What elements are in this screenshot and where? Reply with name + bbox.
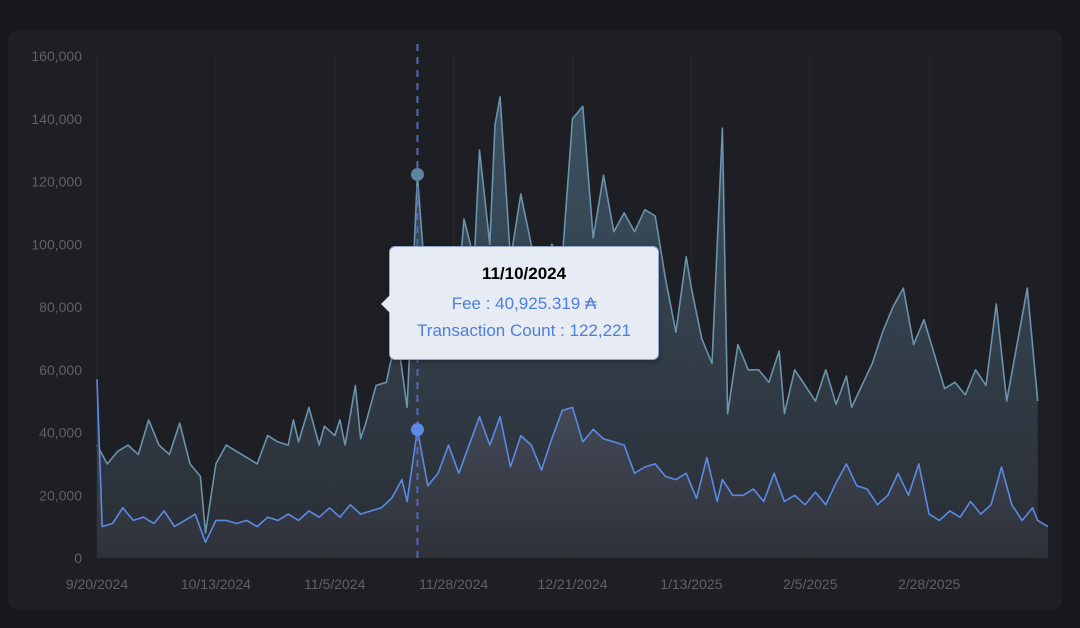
chart-tooltip: 11/10/2024 Fee : 40,925.319 ₳ Transactio…: [381, 246, 659, 360]
y-tick-label: 60,000: [39, 362, 82, 378]
series-line-1: [96, 379, 1049, 544]
marker-transaction-count: [410, 168, 424, 182]
y-tick-label: 80,000: [39, 299, 82, 315]
y-tick-label: 40,000: [39, 425, 82, 441]
x-tick-label: 12/21/2024: [537, 576, 607, 592]
x-tick-label: 2/28/2025: [898, 576, 960, 592]
x-tick-label: 9/20/2024: [66, 576, 128, 592]
y-tick-label: 100,000: [31, 236, 82, 252]
tooltip-fee: Fee : 40,925.319 ₳: [451, 294, 597, 313]
x-tick-label: 1/13/2025: [660, 576, 722, 592]
y-tick-label: 0: [74, 550, 82, 566]
crosshair: [410, 44, 424, 558]
x-tick-label: 2/5/2025: [783, 576, 838, 592]
y-tick-label: 160,000: [31, 48, 82, 64]
axis-labels: 9/20/2024 10/13/2024 11/5/2024 11/28/2024 12…: [31, 48, 960, 592]
x-tick-label: 11/5/2024: [304, 576, 365, 592]
x-tick-label: 11/28/2024: [419, 576, 488, 592]
y-tick-label: 140,000: [31, 111, 82, 127]
y-tick-label: 120,000: [31, 174, 82, 190]
tooltip-date: 11/10/2024: [481, 264, 567, 283]
marker-fee: [410, 423, 424, 437]
y-tick-label: 20,000: [39, 487, 82, 503]
x-tick-label: 10/13/2024: [181, 576, 251, 592]
tooltip-transaction-count: Transaction Count : 122,221: [417, 321, 631, 340]
